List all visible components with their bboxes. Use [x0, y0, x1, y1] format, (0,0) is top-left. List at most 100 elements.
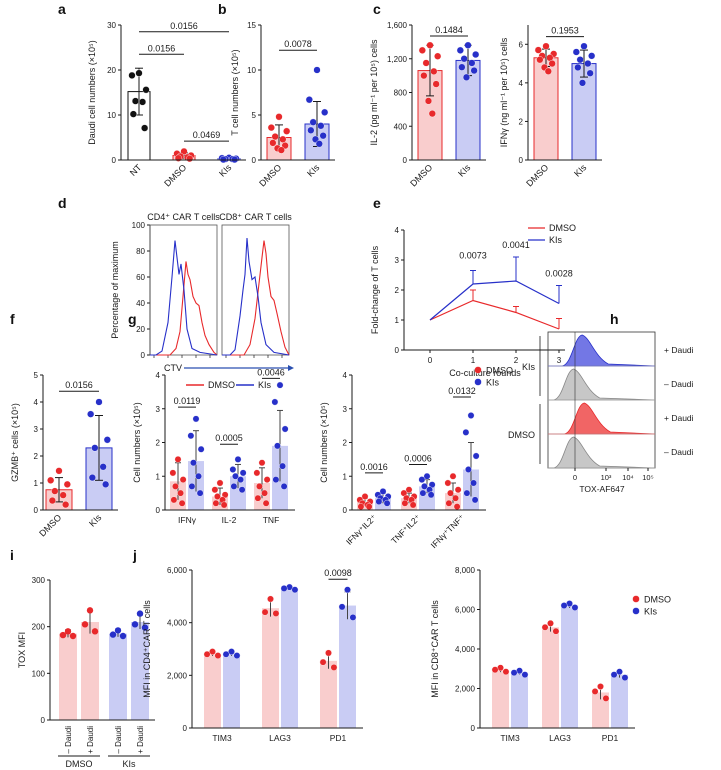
legend-label: KIs — [486, 378, 500, 388]
x-category-label: TNF⁺IL2⁺ — [389, 512, 422, 545]
x-tick-label: 1 — [471, 356, 476, 365]
panel-label-h: h — [610, 311, 619, 327]
data-point — [471, 496, 479, 504]
data-point — [462, 428, 470, 436]
data-point — [447, 489, 454, 497]
p-value-label: 0.0041 — [502, 240, 530, 250]
data-point — [463, 489, 471, 497]
data-point — [280, 585, 288, 592]
data-point — [379, 488, 387, 495]
ridge-histogram — [548, 436, 656, 469]
histogram-title: CD4⁺ CAR T cells — [147, 212, 220, 222]
y-tick-label: 1 — [395, 316, 400, 325]
panel-label-a: a — [58, 1, 66, 17]
data-point — [419, 489, 427, 497]
data-point — [319, 658, 327, 666]
x-category-label: KIs — [572, 162, 589, 179]
x-tick-label: 10³ — [601, 473, 612, 482]
x-category-label: DMSO — [257, 162, 283, 188]
data-point — [195, 472, 202, 480]
data-point — [271, 133, 279, 141]
y-tick-label: 6 — [519, 40, 524, 49]
y-tick-label: 2 — [395, 286, 400, 295]
data-point — [258, 459, 266, 467]
x-category-label: IFNγ — [178, 515, 197, 525]
data-point — [454, 486, 462, 494]
data-point — [521, 671, 529, 679]
x-category-label: PD1 — [330, 733, 347, 743]
y-tick-label: 4,000 — [455, 645, 476, 654]
x-tick-label: 10⁴ — [622, 473, 634, 482]
data-point — [321, 108, 329, 116]
x-category-label: + Daudi — [136, 726, 145, 754]
data-point — [616, 668, 623, 676]
x-category-label: IFNγ⁺TNF⁺ — [429, 512, 467, 550]
x-category-label: KIs — [456, 162, 473, 179]
data-point — [47, 476, 55, 484]
y-tick-label: 60 — [136, 273, 145, 282]
data-point — [69, 632, 77, 640]
bar — [109, 633, 127, 720]
data-point — [269, 139, 277, 147]
data-point — [401, 499, 409, 507]
data-point — [420, 72, 428, 80]
y-tick-label: 800 — [394, 89, 408, 98]
y-axis-label: Cell numbers (×10⁵) — [319, 402, 329, 483]
y-tick-label: 0 — [156, 506, 161, 515]
bar — [561, 605, 578, 728]
data-point — [211, 486, 219, 494]
x-axis-label: TOX-AF647 — [579, 484, 624, 494]
y-tick-label: 4,000 — [167, 619, 188, 628]
y-tick-label: 4 — [395, 226, 400, 235]
x-category-label: PD1 — [602, 733, 619, 743]
y-tick-label: 100 — [32, 669, 46, 678]
data-point — [59, 631, 67, 639]
y-axis-label: Cell numbers (×10⁵) — [132, 402, 142, 483]
data-point — [48, 496, 56, 505]
data-point — [135, 69, 143, 77]
data-point — [586, 69, 594, 77]
data-point — [261, 489, 268, 497]
group-label: DMSO — [508, 430, 535, 440]
data-point — [578, 79, 587, 87]
data-point — [261, 608, 269, 616]
data-point — [170, 496, 178, 504]
x-category-label: KIs — [217, 162, 234, 179]
p-value-label: 0.0005 — [215, 433, 243, 443]
data-point — [51, 487, 59, 495]
data-point — [188, 482, 196, 490]
data-point — [584, 59, 592, 68]
legend-label: DMSO — [486, 366, 513, 376]
y-tick-label: 2,000 — [455, 685, 476, 694]
data-point — [472, 50, 480, 59]
red-histogram-curve — [150, 261, 218, 356]
y-tick-label: 20 — [107, 66, 116, 75]
y-tick-label: 5 — [252, 111, 257, 120]
data-point — [179, 476, 187, 484]
data-point — [55, 467, 63, 475]
data-point — [119, 632, 127, 640]
data-point — [426, 41, 434, 49]
histogram-frame — [221, 224, 290, 356]
data-point — [621, 674, 629, 682]
data-point — [580, 42, 588, 50]
data-point — [279, 135, 287, 143]
data-point — [432, 80, 440, 88]
y-tick-label: 400 — [394, 122, 408, 131]
data-point — [136, 610, 144, 617]
x-category-label: IFNγ⁺IL2⁺ — [344, 512, 378, 546]
data-point — [313, 66, 321, 74]
data-point — [169, 469, 177, 477]
data-point — [418, 476, 426, 484]
data-point — [128, 71, 136, 80]
data-point — [275, 113, 283, 121]
data-point — [262, 499, 270, 507]
y-tick-label: 4 — [34, 398, 39, 407]
data-point — [172, 482, 179, 490]
x-tick-label: 0 — [573, 473, 577, 482]
data-point — [405, 486, 413, 494]
data-point — [174, 154, 182, 162]
y-tick-label: 6,000 — [167, 566, 188, 575]
ridge-histogram — [548, 368, 656, 401]
blue-histogram-curve — [150, 240, 218, 356]
